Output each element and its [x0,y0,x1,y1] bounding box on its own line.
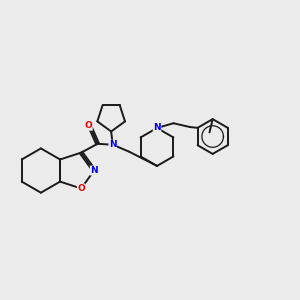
Text: N: N [153,124,161,133]
Text: O: O [77,184,85,193]
Text: N: N [109,140,117,149]
Text: N: N [90,166,98,175]
Text: O: O [85,121,92,130]
